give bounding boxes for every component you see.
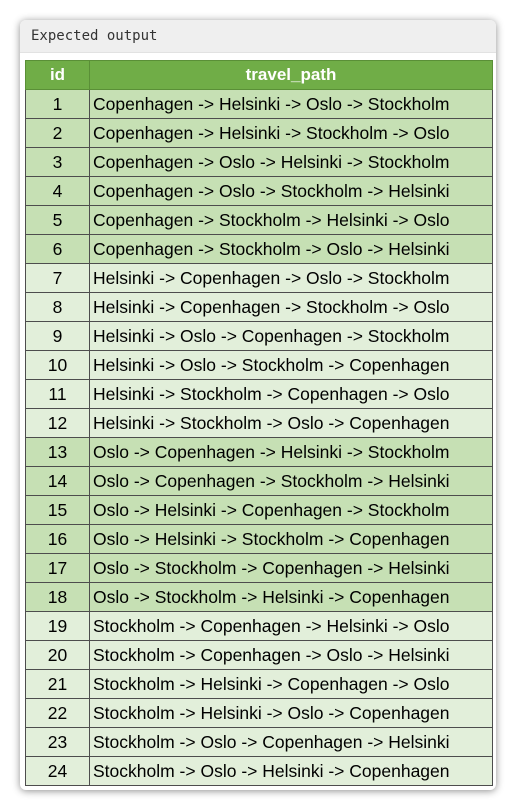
row-id-cell: 10 xyxy=(25,350,90,380)
travel-path-table: id travel_path 1 Copenhagen -> Helsinki -… xyxy=(25,60,493,786)
table-row: 5 Copenhagen -> Stockholm -> Helsinki -> … xyxy=(25,205,493,235)
row-id-cell: 21 xyxy=(25,669,90,699)
row-id-cell: 2 xyxy=(25,118,90,148)
row-travel-path-cell: Helsinki -> Oslo -> Stockholm -> Copenha… xyxy=(89,350,493,380)
row-travel-path-cell: Oslo -> Copenhagen -> Stockholm -> Helsi… xyxy=(89,466,493,496)
row-id-cell: 24 xyxy=(25,756,90,786)
row-travel-path-cell: Helsinki -> Oslo -> Copenhagen -> Stockh… xyxy=(89,321,493,351)
row-id-cell: 12 xyxy=(25,408,90,438)
row-id-cell: 23 xyxy=(25,727,90,757)
row-id-cell: 8 xyxy=(25,292,90,322)
table-row: 15 Oslo -> Helsinki -> Copenhagen -> Stoc… xyxy=(25,495,493,525)
table-row: 8 Helsinki -> Copenhagen -> Stockholm -> … xyxy=(25,292,493,322)
table-row: 21 Stockholm -> Helsinki -> Copenhagen ->… xyxy=(25,669,493,699)
panel-title: Expected output xyxy=(20,20,496,53)
table-header-row: id travel_path xyxy=(25,60,493,90)
row-travel-path-cell: Copenhagen -> Stockholm -> Helsinki -> O… xyxy=(89,205,493,235)
column-header-travel-path: travel_path xyxy=(89,60,493,90)
table-body: 1 Copenhagen -> Helsinki -> Oslo -> Stock… xyxy=(25,89,493,786)
row-travel-path-cell: Copenhagen -> Helsinki -> Stockholm -> O… xyxy=(89,118,493,148)
row-id-cell: 3 xyxy=(25,147,90,177)
row-travel-path-cell: Helsinki -> Stockholm -> Oslo -> Copenha… xyxy=(89,408,493,438)
row-travel-path-cell: Stockholm -> Oslo -> Helsinki -> Copenha… xyxy=(89,756,493,786)
row-travel-path-cell: Stockholm -> Helsinki -> Oslo -> Copenha… xyxy=(89,698,493,728)
row-travel-path-cell: Helsinki -> Stockholm -> Copenhagen -> O… xyxy=(89,379,493,409)
row-travel-path-cell: Stockholm -> Copenhagen -> Helsinki -> O… xyxy=(89,611,493,641)
table-row: 10 Helsinki -> Oslo -> Stockholm -> Copen… xyxy=(25,350,493,380)
table-row: 13 Oslo -> Copenhagen -> Helsinki -> Stoc… xyxy=(25,437,493,467)
column-header-id: id xyxy=(25,60,90,90)
table-row: 2 Copenhagen -> Helsinki -> Stockholm -> … xyxy=(25,118,493,148)
row-travel-path-cell: Copenhagen -> Oslo -> Helsinki -> Stockh… xyxy=(89,147,493,177)
row-id-cell: 22 xyxy=(25,698,90,728)
row-id-cell: 20 xyxy=(25,640,90,670)
table-row: 11 Helsinki -> Stockholm -> Copenhagen ->… xyxy=(25,379,493,409)
row-id-cell: 19 xyxy=(25,611,90,641)
row-id-cell: 1 xyxy=(25,89,90,119)
row-id-cell: 11 xyxy=(25,379,90,409)
row-travel-path-cell: Helsinki -> Copenhagen -> Stockholm -> O… xyxy=(89,292,493,322)
table-row: 24 Stockholm -> Oslo -> Helsinki -> Copen… xyxy=(25,756,493,786)
row-id-cell: 18 xyxy=(25,582,90,612)
table-row: 4 Copenhagen -> Oslo -> Stockholm -> Hels… xyxy=(25,176,493,206)
table-row: 23 Stockholm -> Oslo -> Copenhagen -> Hel… xyxy=(25,727,493,757)
table-row: 6 Copenhagen -> Stockholm -> Oslo -> Hels… xyxy=(25,234,493,264)
row-id-cell: 16 xyxy=(25,524,90,554)
row-travel-path-cell: Oslo -> Copenhagen -> Helsinki -> Stockh… xyxy=(89,437,493,467)
table-row: 1 Copenhagen -> Helsinki -> Oslo -> Stock… xyxy=(25,89,493,119)
row-id-cell: 9 xyxy=(25,321,90,351)
row-id-cell: 14 xyxy=(25,466,90,496)
row-travel-path-cell: Stockholm -> Oslo -> Copenhagen -> Helsi… xyxy=(89,727,493,757)
table-row: 22 Stockholm -> Helsinki -> Oslo -> Copen… xyxy=(25,698,493,728)
row-travel-path-cell: Oslo -> Helsinki -> Copenhagen -> Stockh… xyxy=(89,495,493,525)
row-travel-path-cell: Copenhagen -> Stockholm -> Oslo -> Helsi… xyxy=(89,234,493,264)
expected-output-panel: Expected output id travel_path 1 Copenhag… xyxy=(20,20,496,790)
table-row: 14 Oslo -> Copenhagen -> Stockholm -> Hel… xyxy=(25,466,493,496)
row-id-cell: 6 xyxy=(25,234,90,264)
table-row: 9 Helsinki -> Oslo -> Copenhagen -> Stock… xyxy=(25,321,493,351)
row-id-cell: 17 xyxy=(25,553,90,583)
row-id-cell: 5 xyxy=(25,205,90,235)
row-travel-path-cell: Copenhagen -> Oslo -> Stockholm -> Helsi… xyxy=(89,176,493,206)
row-travel-path-cell: Oslo -> Stockholm -> Helsinki -> Copenha… xyxy=(89,582,493,612)
row-travel-path-cell: Copenhagen -> Helsinki -> Oslo -> Stockh… xyxy=(89,89,493,119)
table-row: 3 Copenhagen -> Oslo -> Helsinki -> Stock… xyxy=(25,147,493,177)
table-row: 19 Stockholm -> Copenhagen -> Helsinki ->… xyxy=(25,611,493,641)
row-travel-path-cell: Stockholm -> Copenhagen -> Oslo -> Helsi… xyxy=(89,640,493,670)
table-row: 20 Stockholm -> Copenhagen -> Oslo -> Hel… xyxy=(25,640,493,670)
table-row: 7 Helsinki -> Copenhagen -> Oslo -> Stock… xyxy=(25,263,493,293)
row-id-cell: 7 xyxy=(25,263,90,293)
row-id-cell: 4 xyxy=(25,176,90,206)
row-id-cell: 13 xyxy=(25,437,90,467)
row-travel-path-cell: Stockholm -> Helsinki -> Copenhagen -> O… xyxy=(89,669,493,699)
table-row: 18 Oslo -> Stockholm -> Helsinki -> Copen… xyxy=(25,582,493,612)
table-row: 12 Helsinki -> Stockholm -> Oslo -> Copen… xyxy=(25,408,493,438)
table-row: 17 Oslo -> Stockholm -> Copenhagen -> Hel… xyxy=(25,553,493,583)
row-id-cell: 15 xyxy=(25,495,90,525)
row-travel-path-cell: Oslo -> Helsinki -> Stockholm -> Copenha… xyxy=(89,524,493,554)
table-row: 16 Oslo -> Helsinki -> Stockholm -> Copen… xyxy=(25,524,493,554)
row-travel-path-cell: Oslo -> Stockholm -> Copenhagen -> Helsi… xyxy=(89,553,493,583)
row-travel-path-cell: Helsinki -> Copenhagen -> Oslo -> Stockh… xyxy=(89,263,493,293)
